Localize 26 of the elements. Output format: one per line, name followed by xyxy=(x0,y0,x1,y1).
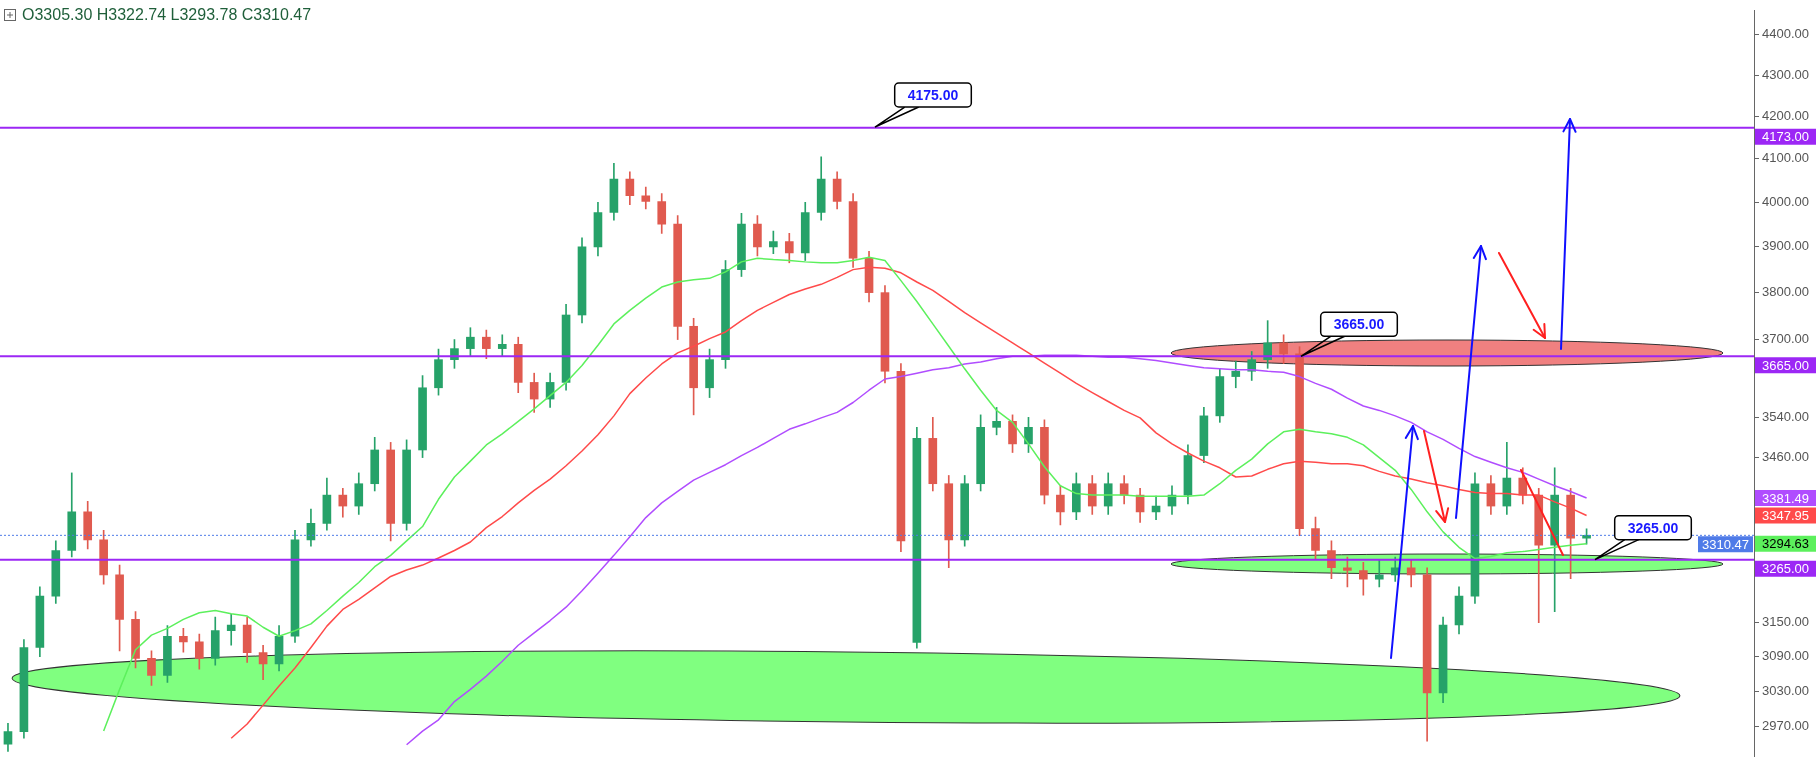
ref-line-label: 3665.00 xyxy=(1762,357,1809,373)
y-tick-label: 2970.00 xyxy=(1762,717,1809,733)
chart-title: O3305.30 H3322.74 L3293.78 C3310.47 xyxy=(22,6,312,24)
candlestick xyxy=(226,614,236,646)
y-tick-label: 3460.00 xyxy=(1762,449,1809,465)
ref-line-label: 4173.00 xyxy=(1762,129,1809,145)
y-tick-label: 4300.00 xyxy=(1762,66,1809,82)
y-tick-label: 3150.00 xyxy=(1762,614,1809,630)
ref-line-label: 3265.00 xyxy=(1762,561,1809,577)
y-tick-label: 3800.00 xyxy=(1762,284,1809,300)
y-tick-label: 3540.00 xyxy=(1762,408,1809,424)
annotation: 3265.00 xyxy=(1627,519,1679,536)
y-tick-label: 3900.00 xyxy=(1762,238,1809,254)
y-tick-label: 4000.00 xyxy=(1762,193,1809,209)
y-tick-label: 4100.00 xyxy=(1762,150,1809,166)
annotation: 3665.00 xyxy=(1333,316,1385,333)
ref-line-label: 3310.47 xyxy=(1702,536,1749,552)
y-tick-label: 4200.00 xyxy=(1762,108,1809,124)
y-tick-label: 3030.00 xyxy=(1762,682,1809,698)
text: 3381.49 xyxy=(1762,490,1809,506)
annotation: 4175.00 xyxy=(907,86,959,103)
y-tick-label: 3700.00 xyxy=(1762,331,1809,347)
y-tick-label: 4400.00 xyxy=(1762,26,1809,42)
text: 3294.63 xyxy=(1762,536,1809,552)
y-tick-label: 3090.00 xyxy=(1762,648,1809,664)
text: 3347.95 xyxy=(1762,508,1809,524)
